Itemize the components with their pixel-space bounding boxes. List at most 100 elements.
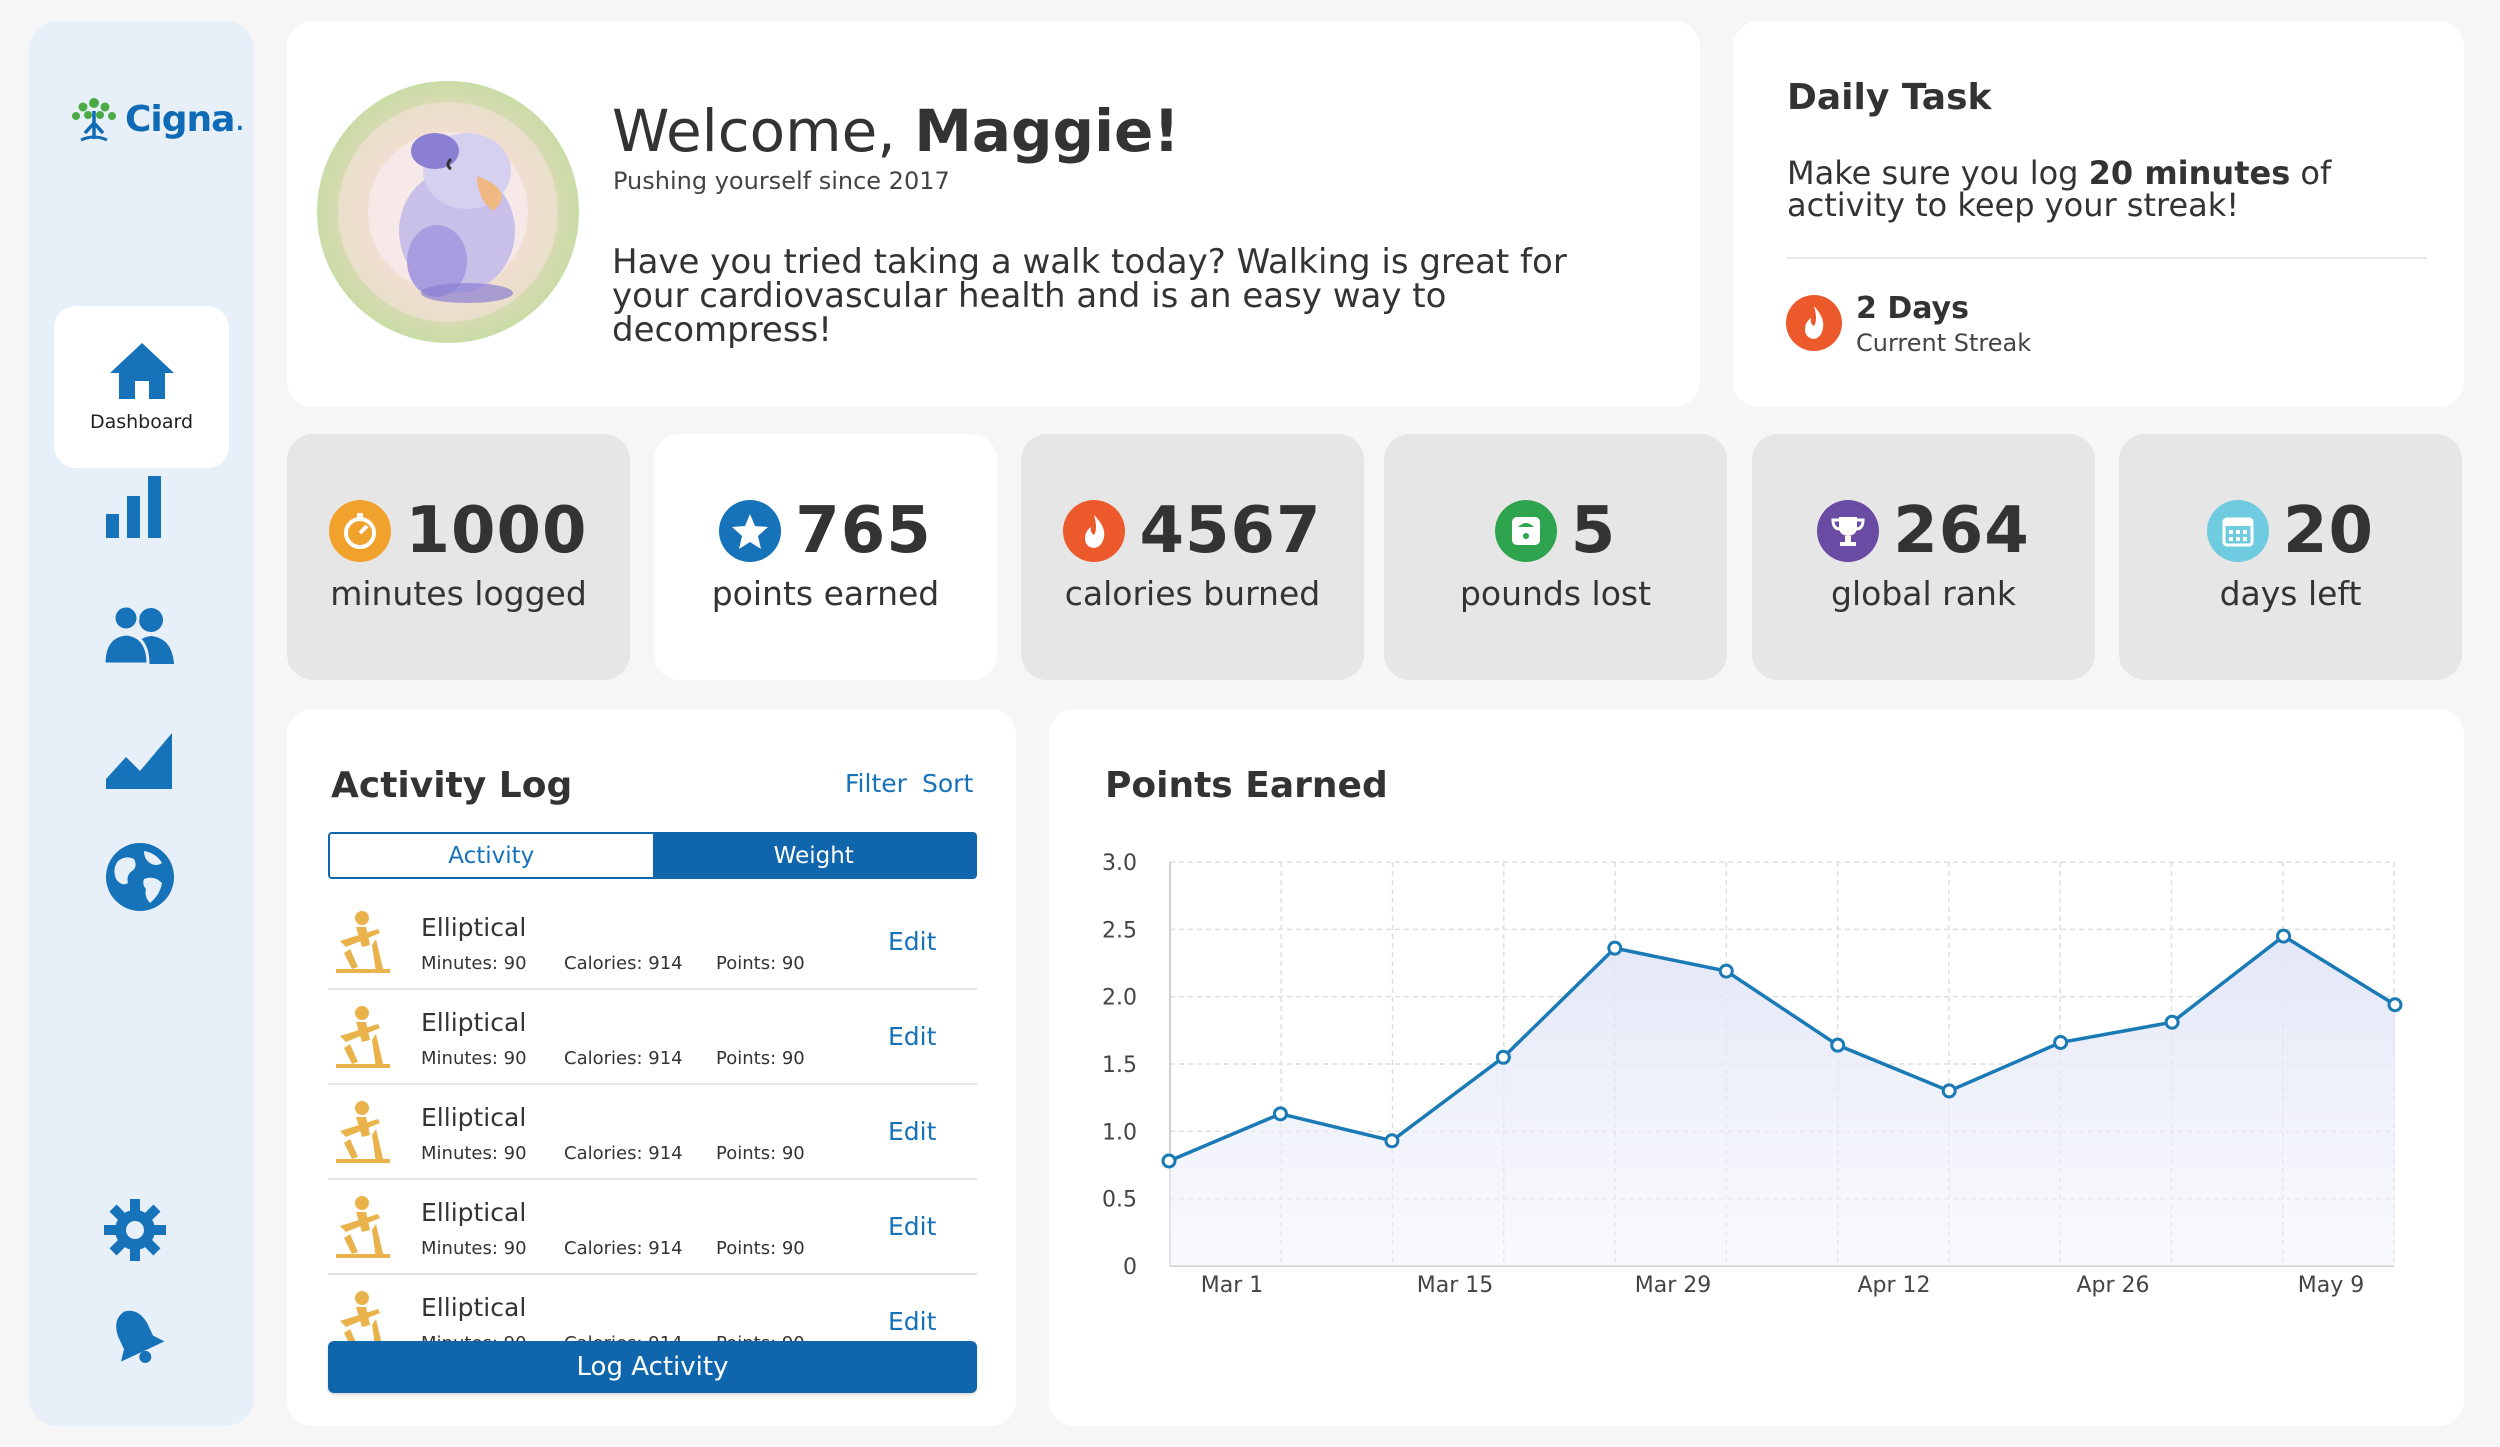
- bell-icon: [116, 1310, 165, 1363]
- activity-points: Points: 90: [716, 1048, 805, 1069]
- sort-link[interactable]: Sort: [922, 769, 974, 798]
- bar-chart-icon: [106, 476, 161, 538]
- daily-task-text-after: of activity to keep your streak!: [1787, 154, 2332, 224]
- activity-minutes: Minutes: 90: [421, 953, 527, 974]
- list-item[interactable]: Elliptical Minutes: 90 Calories: 914 Poi…: [328, 895, 977, 990]
- daily-task-text-bold: 20 minutes: [2088, 154, 2291, 192]
- people-icon: [102, 604, 174, 666]
- activity-minutes: Minutes: 90: [421, 1048, 527, 1069]
- data-point: [1161, 1153, 1177, 1169]
- activity-minutes: Minutes: 90: [421, 1143, 527, 1164]
- flame-icon: [1063, 500, 1126, 562]
- stat-days-left[interactable]: 20 days left: [2119, 434, 2462, 680]
- y-tick-label: 0: [1123, 1255, 1137, 1280]
- edit-link[interactable]: Edit: [888, 1117, 937, 1146]
- star-icon: [719, 500, 782, 562]
- activity-name: Elliptical: [421, 1293, 527, 1322]
- sidebar-item-notifications[interactable]: [104, 1303, 168, 1375]
- welcome-greeting: Welcome,: [612, 97, 915, 165]
- daily-task-text: Make sure you log 20 minutes of activity…: [1787, 157, 2447, 221]
- welcome-title: Welcome, Maggie!: [612, 97, 1180, 165]
- tab-activity[interactable]: Activity: [330, 834, 653, 877]
- y-tick-label: 0.5: [1102, 1188, 1137, 1213]
- activity-log-card: Activity Log Filter Sort Activity Weight…: [287, 709, 1016, 1426]
- stat-calories-burned[interactable]: 4567 calories burned: [1021, 434, 1364, 680]
- series-area: [1169, 936, 2395, 1266]
- data-point: [1607, 940, 1623, 956]
- member-since: Pushing yourself since 2017: [613, 167, 950, 195]
- avatar[interactable]: [317, 81, 579, 343]
- user-name: Maggie!: [914, 97, 1180, 165]
- x-tick-label: May 9: [2298, 1273, 2364, 1298]
- activity-name: Elliptical: [421, 1103, 527, 1132]
- y-tick-label: 1.0: [1102, 1120, 1137, 1145]
- sidebar-item-global[interactable]: [104, 841, 176, 917]
- daily-task-title: Daily Task: [1787, 77, 1992, 118]
- points-earned-card: Points Earned 0 0.5 1.0 1.5 2.0 2.5 3.0 Mar 1 Ma…: [1049, 709, 2464, 1426]
- daily-task-text-before: Make sure you log: [1787, 154, 2089, 192]
- log-activity-button[interactable]: Log Activity: [328, 1341, 977, 1393]
- activity-weight-toggle: Activity Weight: [328, 832, 977, 879]
- streak-flame-icon: [1785, 294, 1843, 356]
- activity-calories: Calories: 914: [564, 1143, 683, 1164]
- sidebar-item-stats[interactable]: [104, 474, 164, 544]
- stat-value: 5: [1570, 494, 1617, 568]
- globe-icon: [106, 843, 174, 911]
- stat-label: pounds lost: [1459, 574, 1652, 613]
- data-point: [1495, 1049, 1511, 1065]
- activity-name: Elliptical: [421, 1008, 527, 1037]
- streak-label: Current Streak: [1856, 329, 2032, 357]
- data-point: [1272, 1106, 1288, 1122]
- edit-link[interactable]: Edit: [888, 1022, 937, 1051]
- sidebar: Cigna. Dashboard: [29, 21, 254, 1426]
- area-chart-icon: [106, 733, 172, 789]
- trophy-icon: [1817, 500, 1880, 562]
- edit-link[interactable]: Edit: [888, 1307, 937, 1336]
- scale-icon: [1494, 500, 1557, 562]
- data-point: [2053, 1034, 2069, 1050]
- streak-days: 2 Days: [1856, 291, 1969, 326]
- brand-name: Cigna: [125, 98, 235, 140]
- x-tick-label: Mar 15: [1417, 1273, 1494, 1298]
- activity-log-title: Activity Log: [331, 765, 573, 806]
- y-tick-label: 2.5: [1102, 918, 1137, 943]
- edit-link[interactable]: Edit: [888, 927, 937, 956]
- activity-list: Elliptical Minutes: 90 Calories: 914 Poi…: [328, 895, 977, 1359]
- calendar-icon: [2206, 500, 2269, 562]
- gear-icon: [104, 1199, 166, 1261]
- list-item[interactable]: Elliptical Minutes: 90 Calories: 914 Poi…: [328, 1085, 977, 1180]
- x-tick-label: Apr 26: [2076, 1273, 2149, 1298]
- x-tick-label: Apr 12: [1857, 1273, 1930, 1298]
- data-point: [2387, 997, 2403, 1013]
- stat-pounds-lost[interactable]: 5 pounds lost: [1384, 434, 1727, 680]
- sidebar-item-trends[interactable]: [104, 729, 176, 795]
- stat-points-earned[interactable]: 765 points earned: [654, 434, 997, 680]
- sidebar-item-dashboard[interactable]: Dashboard: [54, 306, 229, 468]
- y-tick-label: 1.5: [1102, 1053, 1137, 1078]
- list-item[interactable]: Elliptical Minutes: 90 Calories: 914 Poi…: [328, 1180, 977, 1275]
- sidebar-item-settings[interactable]: [104, 1199, 166, 1265]
- filter-link[interactable]: Filter: [845, 769, 907, 798]
- stat-minutes-logged[interactable]: 1000 minutes logged: [287, 434, 630, 680]
- list-item[interactable]: Elliptical Minutes: 90 Calories: 914 Poi…: [328, 990, 977, 1085]
- stat-global-rank[interactable]: 264 global rank: [1752, 434, 2095, 680]
- activity-name: Elliptical: [421, 1198, 527, 1227]
- x-tick-label: Mar 29: [1635, 1273, 1712, 1298]
- y-tick-label: 2.0: [1102, 986, 1137, 1011]
- elliptical-icon: [332, 909, 394, 979]
- stat-label: calories burned: [1064, 574, 1321, 613]
- x-tick-label: Mar 1: [1201, 1273, 1264, 1298]
- cigna-logo[interactable]: Cigna.: [67, 93, 245, 145]
- sidebar-item-people[interactable]: [102, 604, 176, 670]
- stat-label: minutes logged: [330, 574, 587, 613]
- stat-label: days left: [2219, 574, 2362, 613]
- elliptical-icon: [332, 1004, 394, 1074]
- activity-calories: Calories: 914: [564, 1238, 683, 1259]
- stopwatch-icon: [329, 500, 392, 562]
- logo-dot: .: [234, 99, 246, 139]
- divider: [1787, 257, 2427, 259]
- tab-weight[interactable]: Weight: [652, 834, 975, 877]
- edit-link[interactable]: Edit: [888, 1212, 937, 1241]
- activity-points: Points: 90: [716, 1143, 805, 1164]
